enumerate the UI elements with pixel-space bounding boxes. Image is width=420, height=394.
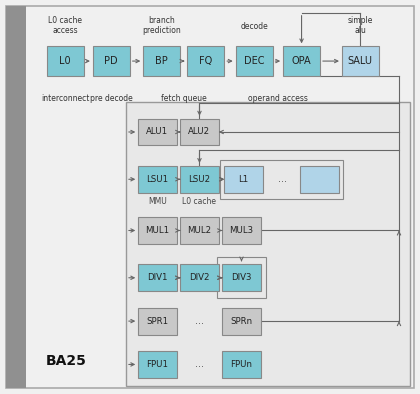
Bar — [6, 6, 26, 388]
Text: DEC: DEC — [244, 56, 264, 66]
Text: interconnect: interconnect — [41, 94, 89, 103]
Text: SPR1: SPR1 — [147, 317, 168, 325]
Bar — [342, 46, 379, 76]
Bar — [180, 264, 219, 291]
Text: OPA: OPA — [292, 56, 311, 66]
Bar — [180, 166, 219, 193]
Bar — [138, 264, 177, 291]
Bar — [300, 166, 339, 193]
Text: SALU: SALU — [348, 56, 373, 66]
Text: ALU2: ALU2 — [189, 128, 210, 136]
Text: MUL3: MUL3 — [229, 226, 254, 235]
Text: PD: PD — [105, 56, 118, 66]
Text: FPUn: FPUn — [231, 360, 252, 369]
Text: pre decode: pre decode — [90, 94, 133, 103]
Text: branch
prediction: branch prediction — [142, 16, 181, 35]
Text: ALU1: ALU1 — [147, 128, 168, 136]
Bar — [93, 46, 130, 76]
Text: SPRn: SPRn — [231, 317, 252, 325]
Bar — [138, 119, 177, 145]
Bar — [222, 308, 261, 335]
Text: MUL2: MUL2 — [187, 226, 212, 235]
Text: DIV1: DIV1 — [147, 273, 168, 282]
Bar — [138, 308, 177, 335]
Text: L0 cache
access: L0 cache access — [48, 16, 82, 35]
Text: ...: ... — [195, 359, 204, 370]
Bar — [138, 351, 177, 378]
Text: LSU1: LSU1 — [147, 175, 168, 184]
Text: L0: L0 — [59, 56, 71, 66]
Text: ...: ... — [195, 316, 204, 326]
Text: L1: L1 — [239, 175, 249, 184]
Bar — [187, 46, 224, 76]
Text: fetch queue: fetch queue — [161, 94, 206, 103]
Bar — [220, 160, 343, 199]
Bar — [180, 119, 219, 145]
Bar — [180, 217, 219, 244]
Text: DIV2: DIV2 — [189, 273, 210, 282]
Text: MMU: MMU — [148, 197, 167, 206]
Bar — [222, 351, 261, 378]
Bar — [283, 46, 320, 76]
Bar — [47, 46, 84, 76]
Bar — [224, 166, 263, 193]
Text: FQ: FQ — [199, 56, 213, 66]
Text: simple
alu: simple alu — [348, 16, 373, 35]
Text: L0 cache: L0 cache — [183, 197, 216, 206]
Text: BP: BP — [155, 56, 168, 66]
Bar — [138, 217, 177, 244]
Bar — [126, 102, 410, 386]
Text: MUL1: MUL1 — [145, 226, 170, 235]
Bar — [143, 46, 180, 76]
Bar — [222, 264, 261, 291]
Text: DIV3: DIV3 — [231, 273, 252, 282]
Text: FPU1: FPU1 — [147, 360, 168, 369]
Text: ...: ... — [278, 174, 287, 184]
Bar — [236, 46, 273, 76]
Text: LSU2: LSU2 — [189, 175, 210, 184]
Text: BA25: BA25 — [46, 353, 87, 368]
Text: decode: decode — [240, 22, 268, 31]
Bar — [138, 166, 177, 193]
Bar — [217, 257, 266, 298]
Bar — [222, 217, 261, 244]
Text: operand access: operand access — [248, 94, 307, 103]
